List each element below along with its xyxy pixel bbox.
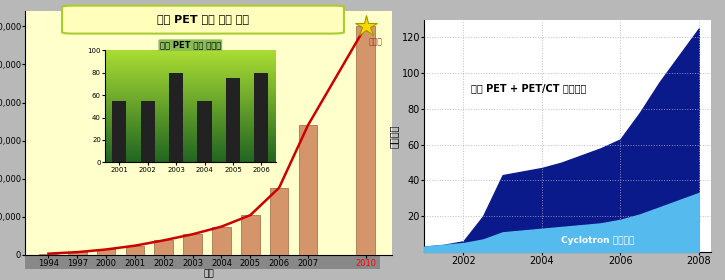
Bar [254,73,268,162]
Bar [169,73,183,162]
Text: 예측치: 예측치 [368,38,382,47]
X-axis label: 년도: 년도 [203,269,214,278]
Bar [25,255,380,269]
Text: 국내 PET 검사 건수 추세: 국내 PET 검사 건수 추세 [157,14,249,24]
Bar [212,227,231,255]
Title: 년간 PET 검사 성장률: 년간 PET 검사 성장률 [160,41,221,50]
Bar [299,125,318,255]
Bar [225,78,240,162]
Bar [96,249,115,255]
FancyBboxPatch shape [62,6,344,34]
Text: Cyclotron 설치대수: Cyclotron 설치대수 [561,236,634,245]
Bar [356,26,375,255]
Bar [183,234,202,255]
Bar [112,101,126,162]
Bar [197,101,212,162]
Bar [125,246,144,255]
Bar [241,215,260,255]
Bar [39,254,58,255]
Bar [68,252,86,255]
Bar [154,240,173,255]
Text: 국내 PET + PET/CT 설치대수: 국내 PET + PET/CT 설치대수 [471,83,587,93]
Y-axis label: 설치대수: 설치대수 [389,124,399,148]
Bar [141,101,155,162]
Bar [270,188,289,255]
